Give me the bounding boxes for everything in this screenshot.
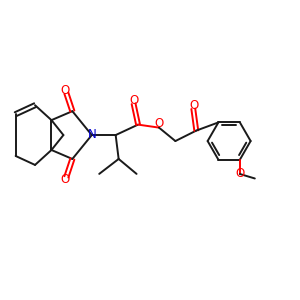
Text: O: O — [235, 167, 244, 181]
Text: O: O — [60, 84, 70, 97]
Text: O: O — [189, 99, 199, 112]
Text: O: O — [130, 94, 139, 106]
Text: O: O — [154, 117, 164, 130]
Text: O: O — [60, 173, 70, 186]
Text: N: N — [88, 128, 97, 141]
